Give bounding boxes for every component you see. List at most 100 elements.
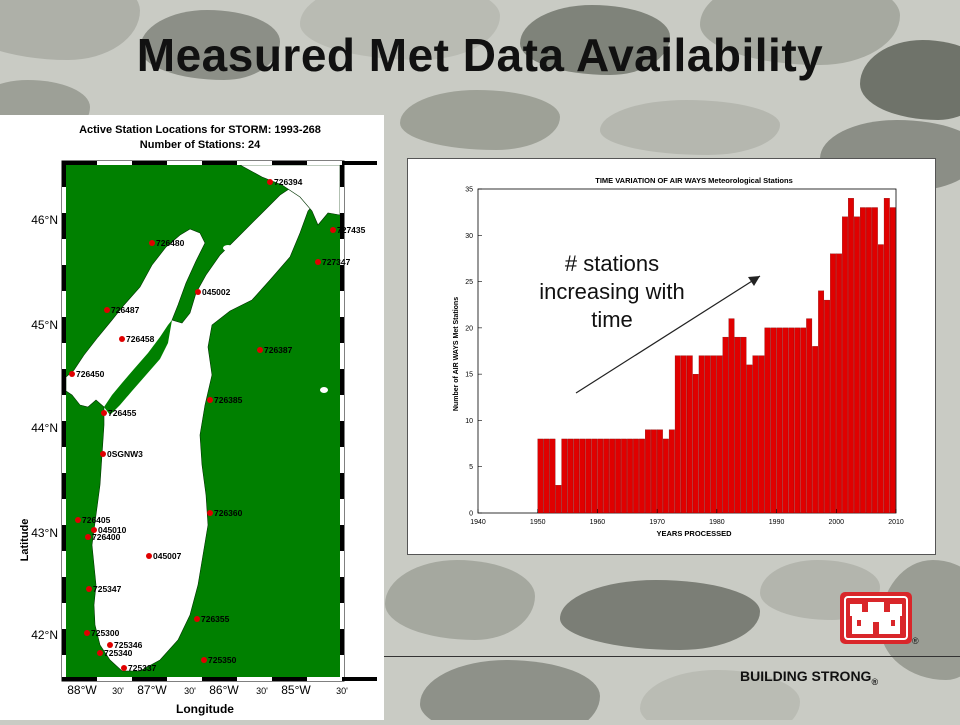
chart-bar bbox=[698, 355, 705, 514]
frame-segment bbox=[62, 525, 66, 551]
station-marker bbox=[84, 630, 90, 636]
station-label: 725346 bbox=[114, 640, 143, 650]
station-label: 0SGNW3 bbox=[107, 449, 143, 459]
station-label: 726360 bbox=[214, 508, 243, 518]
station-marker bbox=[85, 534, 91, 540]
frame-segment bbox=[202, 677, 237, 681]
frame-segment bbox=[340, 577, 344, 603]
station-map: Active Station Locations for STORM: 1993… bbox=[19, 124, 377, 716]
station-marker bbox=[330, 227, 336, 233]
frame-segment bbox=[132, 161, 167, 165]
chart-bar bbox=[603, 438, 610, 514]
frame-segment bbox=[62, 161, 97, 165]
frame-segment bbox=[97, 161, 132, 165]
station-marker bbox=[146, 553, 152, 559]
footer-text: BUILDING STRONG bbox=[740, 668, 872, 684]
frame-segment bbox=[340, 187, 344, 213]
chart-bar bbox=[549, 438, 556, 514]
chart-bar bbox=[573, 438, 580, 514]
chart-xlabel: YEARS PROCESSED bbox=[656, 529, 732, 538]
latitude-tick-label: 45°N bbox=[31, 318, 58, 332]
chart-bar bbox=[621, 438, 627, 514]
chart-bar bbox=[585, 438, 592, 514]
frame-segment bbox=[62, 395, 66, 421]
chart-bar bbox=[877, 244, 884, 514]
x-tick-label: 1940 bbox=[470, 519, 486, 526]
station-label: 725350 bbox=[208, 655, 237, 665]
frame-segment bbox=[272, 161, 307, 165]
trend-annotation: # stations increasing with time bbox=[512, 250, 712, 334]
frame-segment bbox=[62, 161, 66, 187]
trend-arrow-head bbox=[748, 276, 760, 286]
chart-bar bbox=[567, 438, 574, 514]
chart-bar bbox=[662, 438, 669, 514]
y-tick-label: 10 bbox=[465, 418, 473, 425]
station-count-chart: TIME VARIATION OF AIR WAYS Meteorologica… bbox=[453, 176, 904, 538]
lake-michigan bbox=[66, 176, 331, 672]
chart-bar bbox=[645, 429, 651, 514]
frame-segment bbox=[340, 291, 344, 317]
frame-segment bbox=[62, 655, 66, 681]
latitude-tick-label: 44°N bbox=[31, 421, 58, 435]
station-marker bbox=[107, 642, 113, 648]
station-label: 726458 bbox=[126, 334, 155, 344]
map-subtitle: Number of Stations: 24 bbox=[140, 139, 261, 151]
chart-bar bbox=[758, 355, 765, 514]
frame-segment bbox=[62, 213, 66, 239]
footer-slogan: BUILDING STRONG® bbox=[740, 668, 878, 687]
y-tick-label: 35 bbox=[465, 187, 473, 194]
station-label: 726385 bbox=[214, 395, 243, 405]
chart-bar bbox=[722, 336, 729, 514]
frame-segment bbox=[340, 421, 344, 447]
chart-bar bbox=[752, 355, 759, 514]
x-tick-label: 1960 bbox=[590, 519, 606, 526]
longitude-tick-label: 85°W bbox=[281, 683, 311, 697]
chart-bar bbox=[633, 438, 639, 514]
frame-segment bbox=[272, 677, 307, 681]
frame-segment bbox=[307, 161, 342, 165]
frame-segment bbox=[62, 603, 66, 629]
station-marker bbox=[69, 371, 75, 377]
frame-segment bbox=[340, 343, 344, 369]
frame-segment bbox=[342, 677, 377, 681]
chart-bar bbox=[609, 438, 616, 514]
frame-segment bbox=[340, 655, 344, 681]
chart-bar bbox=[865, 207, 872, 514]
chart-bar bbox=[830, 253, 836, 514]
station-label: 726405 bbox=[82, 515, 111, 525]
longitude-tick-label: 30' bbox=[112, 686, 124, 696]
longitude-tick-label: 30' bbox=[336, 686, 348, 696]
chart-bar bbox=[806, 318, 813, 514]
station-marker bbox=[149, 240, 155, 246]
frame-segment bbox=[340, 265, 344, 291]
chart-bar bbox=[716, 355, 723, 514]
frame-segment bbox=[62, 265, 66, 291]
frame-segment bbox=[340, 603, 344, 629]
station-marker bbox=[119, 336, 125, 342]
chart-bar bbox=[860, 207, 866, 514]
annotation-line: # stations bbox=[564, 251, 660, 276]
station-label: 726394 bbox=[274, 177, 303, 187]
chart-bar bbox=[579, 438, 586, 514]
chart-bar bbox=[656, 429, 663, 514]
station-label: 726480 bbox=[156, 238, 185, 248]
island bbox=[320, 387, 328, 393]
chart-bar bbox=[836, 253, 842, 514]
chart-bar bbox=[770, 327, 777, 514]
latitude-tick-label: 46°N bbox=[31, 213, 58, 227]
chart-bar bbox=[561, 438, 568, 514]
y-tick-label: 20 bbox=[465, 325, 473, 332]
frame-segment bbox=[342, 161, 377, 165]
station-marker bbox=[207, 510, 213, 516]
frame-segment bbox=[62, 317, 66, 343]
station-marker bbox=[75, 517, 81, 523]
y-tick-label: 0 bbox=[469, 511, 473, 518]
latitude-tick-label: 42°N bbox=[31, 628, 58, 642]
chart-bar bbox=[854, 216, 860, 514]
frame-segment bbox=[340, 447, 344, 473]
frame-segment bbox=[62, 239, 66, 265]
chart-y-ticks: 0 5 10 15 20 25 30 35 bbox=[465, 187, 482, 518]
chart-bar bbox=[746, 364, 753, 514]
frame-segment bbox=[62, 291, 66, 317]
station-map-panel: Active Station Locations for STORM: 1993… bbox=[0, 115, 384, 720]
